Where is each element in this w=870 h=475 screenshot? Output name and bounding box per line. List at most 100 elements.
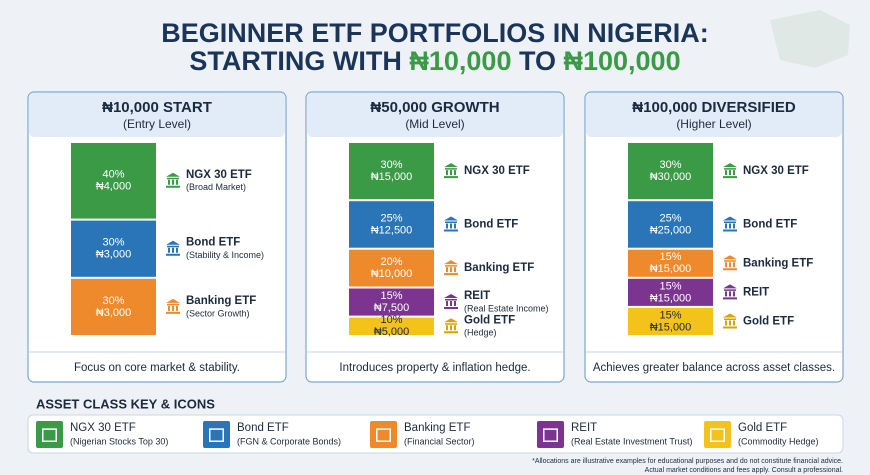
side-icon xyxy=(166,298,180,314)
panel-subtitle: (Mid Level) xyxy=(405,117,464,131)
side-icon xyxy=(723,163,737,179)
title-part: TO xyxy=(511,46,563,76)
side-icon xyxy=(723,255,737,271)
bar-segment xyxy=(349,201,434,248)
key-name: Bond ETF xyxy=(237,422,289,434)
segment-name: Bond ETF xyxy=(186,237,240,249)
segment-note: (Broad Market) xyxy=(186,182,246,192)
segment-percent: 30% xyxy=(380,159,402,171)
segment-name: REIT xyxy=(743,286,769,298)
panel-footer: Introduces property & inflation hedge. xyxy=(339,362,530,374)
key-name: Banking ETF xyxy=(404,422,470,434)
key-box xyxy=(27,414,844,454)
key-title: ASSET CLASS KEY & ICONS xyxy=(36,396,215,411)
bar-segment xyxy=(628,249,713,277)
bar-segment xyxy=(349,249,434,287)
side-icon xyxy=(723,313,737,329)
icon-glyph xyxy=(710,428,725,443)
segment-note: (Hedge) xyxy=(464,328,497,338)
segment-percent: 15% xyxy=(659,251,681,263)
segment-amount: ₦15,000 xyxy=(650,263,692,275)
segment-percent: 30% xyxy=(659,159,681,171)
panel-subtitle: (Entry Level) xyxy=(123,117,191,131)
segment-name: Banking ETF xyxy=(186,295,256,307)
side-icon xyxy=(166,240,180,256)
icon xyxy=(36,421,63,448)
icon-glyph xyxy=(376,428,391,443)
segment-amount: ₦3,000 xyxy=(96,307,131,319)
icon-glyph xyxy=(42,428,57,443)
title-line1: BEGINNER ETF PORTFOLIOS IN NIGERIA: xyxy=(161,18,709,48)
panel-title: ₦50,000 GROWTH xyxy=(370,99,499,116)
key-desc: (Real Estate Investment Trust) xyxy=(571,436,693,446)
bar-segment xyxy=(349,143,434,200)
segment-percent: 25% xyxy=(659,212,681,224)
segment-amount: ₦15,000 xyxy=(371,171,413,183)
title-part: ₦100,000 xyxy=(563,46,680,76)
side-icon xyxy=(444,163,458,179)
title-part: STARTING WITH xyxy=(189,46,409,76)
segment-name: REIT xyxy=(464,290,490,302)
segment-name: Gold ETF xyxy=(464,314,515,326)
icon xyxy=(704,421,731,448)
segment-name: Bond ETF xyxy=(464,218,518,230)
segment-name: NGX 30 ETF xyxy=(743,165,809,177)
segment-note: (Stability & Income) xyxy=(186,250,264,260)
bar-segment xyxy=(349,317,434,335)
segment-note: (Sector Growth) xyxy=(186,308,250,318)
segment-percent: 15% xyxy=(380,290,402,302)
segment-name: Bond ETF xyxy=(743,218,797,230)
segment-percent: 15% xyxy=(659,280,681,292)
key-desc: (FGN & Corporate Bonds) xyxy=(237,436,341,446)
panel-header xyxy=(307,93,563,137)
segment-amount: ₦3,000 xyxy=(96,249,131,261)
segment-amount: ₦7,500 xyxy=(374,302,409,314)
bar-segment xyxy=(628,278,713,306)
bar-segment xyxy=(71,143,156,219)
segment-amount: ₦4,000 xyxy=(96,181,131,193)
title-line2: STARTING WITH ₦10,000 TO ₦100,000 xyxy=(189,46,680,76)
side-icon xyxy=(166,172,180,188)
segment-percent: 30% xyxy=(102,237,124,249)
panel-header xyxy=(29,93,285,137)
panel-header xyxy=(586,93,842,137)
panel-footer: Achieves greater balance across asset cl… xyxy=(593,362,835,374)
key-desc: (Commodity Hedge) xyxy=(738,436,819,446)
icon xyxy=(370,421,397,448)
segment-percent: 40% xyxy=(102,169,124,181)
segment-name: NGX 30 ETF xyxy=(186,169,252,181)
segment-name: Gold ETF xyxy=(743,315,794,327)
segment-name: Banking ETF xyxy=(743,257,813,269)
segment-amount: ₦30,000 xyxy=(650,171,692,183)
segment-name: Banking ETF xyxy=(464,262,534,274)
segment-percent: 15% xyxy=(659,309,681,321)
key-name: NGX 30 ETF xyxy=(70,422,136,434)
key-desc: (Nigerian Stocks Top 30) xyxy=(70,436,168,446)
side-icon xyxy=(444,294,458,310)
panel-footer: Focus on core market & stability. xyxy=(74,362,240,374)
icon xyxy=(537,421,564,448)
segment-amount: ₦15,000 xyxy=(650,292,692,304)
segment-percent: 20% xyxy=(380,256,402,268)
side-icon xyxy=(723,216,737,232)
side-icon xyxy=(444,216,458,232)
icon xyxy=(203,421,230,448)
key-name: REIT xyxy=(571,422,597,434)
bar-segment xyxy=(71,220,156,277)
key-name: Gold ETF xyxy=(738,422,787,434)
footnote: *Allocations are illustrative examples f… xyxy=(532,458,843,465)
bar-segment xyxy=(628,201,713,248)
icon-glyph xyxy=(209,428,224,443)
panel-title: ₦10,000 START xyxy=(102,99,212,116)
panel-title: ₦100,000 DIVERSIFIED xyxy=(632,99,796,116)
bar-segment xyxy=(628,307,713,335)
side-icon xyxy=(444,318,458,334)
key-desc: (Financial Sector) xyxy=(404,436,475,446)
footnote: Actual market conditions and fees apply.… xyxy=(645,467,843,474)
segment-amount: ₦25,000 xyxy=(650,224,692,236)
panel-subtitle: (Higher Level) xyxy=(676,117,751,131)
bar-segment xyxy=(349,288,434,316)
segment-amount: ₦12,500 xyxy=(371,224,413,236)
icon-glyph xyxy=(543,428,558,443)
side-icon xyxy=(444,260,458,276)
